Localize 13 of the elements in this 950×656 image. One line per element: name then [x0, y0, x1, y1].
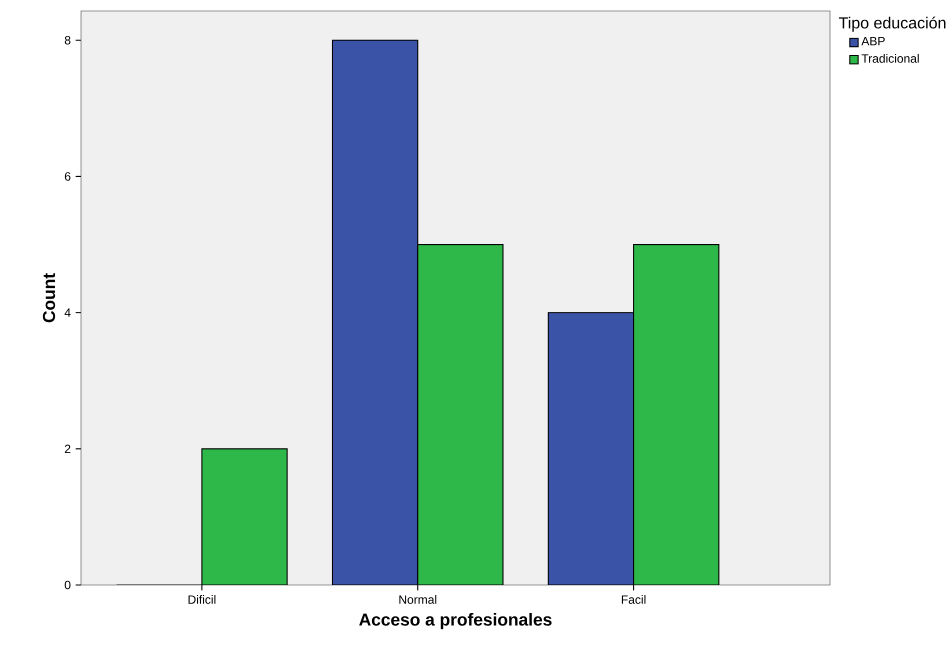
x-axis-title: Acceso a profesionales [359, 612, 552, 630]
y-tick-label: 2 [64, 444, 70, 453]
x-tick-label: Facil [622, 595, 646, 604]
x-tick-label: Dificil [188, 595, 216, 604]
y-axis-title: Count [42, 273, 56, 322]
y-tick-label: 0 [64, 580, 70, 590]
y-tick-label: 8 [64, 36, 70, 45]
legend-title: Tipo educación [838, 16, 946, 32]
legend-label: ABP [861, 37, 885, 46]
y-tick-label: 4 [64, 308, 71, 317]
legend-label: Tradicional [862, 54, 919, 63]
y-tick-label: 6 [64, 172, 70, 181]
x-tick-label: Normal [399, 595, 436, 604]
